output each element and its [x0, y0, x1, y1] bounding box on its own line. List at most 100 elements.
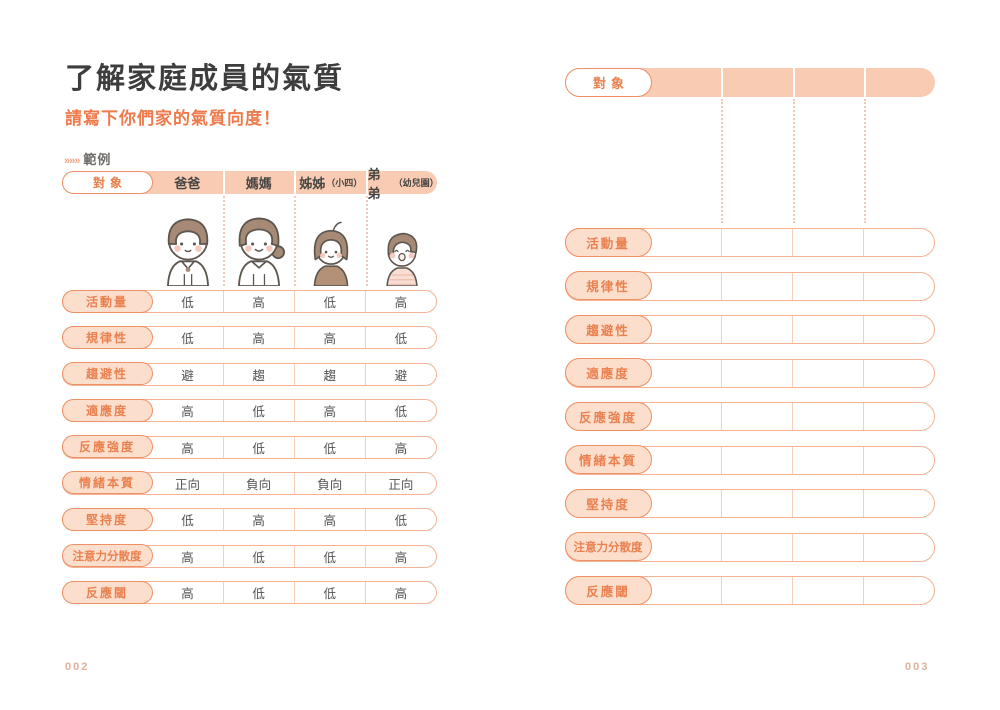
- temperament-row: 活動量低高低高: [61, 289, 437, 313]
- temperament-row: 規律性: [564, 271, 935, 301]
- value-cell: 高: [222, 327, 294, 349]
- temperament-row: 反應強度: [564, 401, 935, 431]
- value-cell: [792, 533, 863, 561]
- value-cell: 趨: [293, 363, 365, 385]
- value-cell: [652, 447, 722, 474]
- row-label-pill: 規律性: [564, 271, 652, 300]
- blank-column-header: [652, 68, 721, 97]
- temperament-row: 情緒本質 正向 負向 負向 正向: [61, 471, 437, 495]
- temperament-row: 適應度高低高低: [61, 398, 437, 423]
- value-cell: 低: [293, 582, 365, 604]
- value-cell: [721, 446, 792, 474]
- page-number-left: 002: [65, 661, 90, 673]
- character-row-spacer: [62, 196, 153, 286]
- row-label-pill: 趨避性: [61, 362, 153, 386]
- row-label-pill: 注意力分散度: [564, 532, 652, 561]
- value-cell: [863, 577, 934, 604]
- mom-illustration: [222, 196, 295, 286]
- value-cell: 低: [222, 582, 294, 604]
- temperament-row: 情緒本質: [564, 445, 935, 475]
- value-cell: [721, 490, 792, 517]
- temperament-row: 反應閾高低低高: [61, 580, 437, 605]
- blank-character-cell: [863, 99, 935, 223]
- blank-column-header: [721, 68, 792, 97]
- value-cell: [721, 577, 792, 604]
- value-cell: [652, 360, 722, 387]
- value-cell: [792, 359, 863, 387]
- value-cell: [863, 359, 934, 387]
- value-cell: 負向: [293, 472, 365, 494]
- value-cell: 低: [293, 436, 365, 458]
- value-cell: [863, 533, 934, 561]
- value-cell: [863, 272, 934, 300]
- value-cell: [792, 490, 863, 517]
- example-table-header: 對象 爸爸 媽媽 姊姊 （小四） 弟弟 （幼兒園）: [62, 167, 439, 201]
- value-cell: [792, 577, 863, 604]
- value-cell: [721, 359, 792, 387]
- character-row-spacer: [565, 99, 652, 223]
- row-label-pill: 趨避性: [564, 314, 652, 344]
- value-cell: 低: [364, 400, 436, 422]
- dad-illustration: [153, 196, 223, 286]
- value-cell: [863, 490, 934, 517]
- value-cell: 高: [364, 545, 436, 567]
- value-cell: [863, 316, 934, 343]
- brother-illustration: [365, 196, 438, 286]
- temperament-row: 趨避性避趨趨避: [61, 362, 437, 386]
- value-cell: [863, 446, 934, 474]
- row-label-pill: 反應強度: [564, 401, 652, 431]
- value-cell: [792, 403, 863, 430]
- brother-character-icon: [386, 232, 418, 286]
- value-cell: [652, 229, 722, 256]
- value-cell: [863, 229, 934, 256]
- blank-character-cell: [721, 99, 792, 223]
- value-cell: [721, 316, 792, 343]
- blank-table-header: 對象: [565, 68, 935, 97]
- value-cell: [652, 490, 722, 517]
- row-label-pill: 堅持度: [61, 507, 153, 531]
- temperament-row: 堅持度: [564, 488, 935, 518]
- row-label-pill: 堅持度: [564, 488, 652, 518]
- column-header-sister: 姊姊 （小四）: [294, 171, 366, 194]
- page-title: 了解家庭成員的氣質: [65, 63, 345, 95]
- value-cell: 高: [181, 405, 194, 420]
- value-cell: 高: [222, 291, 294, 312]
- row-label-pill: 反應閾: [61, 580, 153, 604]
- temperament-row: 規律性低高高低: [61, 325, 437, 350]
- column-header-dad: 爸爸: [174, 176, 201, 191]
- blank-character-cell: [792, 99, 864, 223]
- value-cell: [863, 403, 934, 430]
- value-cell: 高: [364, 436, 436, 458]
- subject-pill: 對象: [565, 68, 652, 97]
- value-cell: 低: [222, 436, 294, 458]
- character-row: [62, 196, 437, 286]
- value-cell: 低: [181, 296, 194, 310]
- temperament-row: 注意力分散度: [564, 532, 935, 562]
- value-cell: 低: [364, 509, 436, 531]
- value-cell: [721, 533, 792, 561]
- row-label-pill: 適應度: [564, 358, 652, 387]
- value-cell: 低: [181, 514, 194, 529]
- temperament-row: 活動量: [564, 227, 935, 257]
- blank-column-header: [863, 68, 935, 97]
- temperament-row: 趨避性: [564, 314, 935, 344]
- value-cell: 低: [222, 400, 294, 422]
- value-cell: 低: [293, 291, 365, 312]
- temperament-row: 堅持度低高高低: [61, 507, 437, 532]
- row-label-pill: 適應度: [61, 398, 153, 422]
- blank-table-rows: 活動量 規律性 趨避性 適應度 反應強度 情緒本質 堅持度 注意力分散度 反應閾: [564, 227, 935, 620]
- value-cell: 高: [181, 587, 194, 602]
- value-cell: 高: [222, 509, 294, 531]
- blank-character-row: [565, 99, 935, 223]
- chevrons-icon: »»»: [64, 155, 80, 167]
- value-cell: [652, 534, 722, 561]
- value-cell: [652, 273, 722, 300]
- blank-character-cell: [652, 99, 721, 223]
- column-header-mom: 媽媽: [222, 171, 295, 194]
- value-cell: [721, 272, 792, 300]
- value-cell: 高: [293, 400, 365, 422]
- sister-character-icon: [313, 221, 349, 286]
- value-cell: 負向: [222, 472, 294, 494]
- page-subtitle: 請寫下你們家的氣質向度！: [65, 109, 281, 128]
- temperament-row: 適應度: [564, 358, 935, 388]
